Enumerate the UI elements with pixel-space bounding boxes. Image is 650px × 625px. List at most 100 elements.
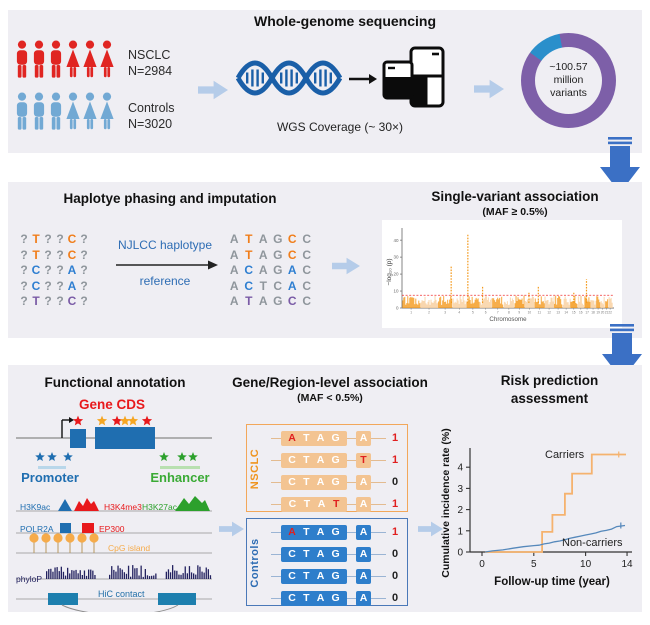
sequence-letter: G — [331, 476, 340, 488]
svg-text:3: 3 — [457, 484, 463, 495]
genotype-letter: C — [31, 278, 41, 293]
svg-text:phyloP: phyloP — [16, 574, 42, 584]
person-icon — [83, 92, 97, 130]
cohort-people-icons — [14, 40, 118, 137]
svg-text:2: 2 — [428, 311, 430, 315]
connector-line — [271, 553, 281, 555]
svg-text:0: 0 — [396, 306, 399, 311]
svg-text:4: 4 — [458, 311, 460, 315]
allele-box: A — [356, 524, 371, 540]
svg-text:H3K4me3: H3K4me3 — [104, 502, 142, 512]
nsclc-vertical-label: NSCLC — [249, 448, 261, 490]
svg-text:HiC contact: HiC contact — [98, 589, 145, 599]
connector-line — [371, 437, 386, 439]
svg-text:11: 11 — [538, 311, 542, 315]
svg-text:Carriers: Carriers — [545, 449, 585, 461]
haplotype-title: Haplotye phasing and imputation — [63, 191, 277, 206]
connector-line — [371, 481, 386, 483]
gene-region-title: Gene/Region-level association — [232, 375, 428, 390]
controls-n: N=3020 — [128, 117, 173, 131]
genotype-letter: A — [287, 263, 297, 277]
variants-donut-chart: ~100.57 million variants — [521, 33, 616, 128]
sequence-letter: C — [288, 454, 296, 466]
carrier-indicator: 0 — [391, 475, 399, 488]
svg-text:19: 19 — [596, 311, 600, 315]
svg-text:21: 21 — [605, 311, 609, 315]
svg-text:40: 40 — [393, 238, 399, 243]
cases-n: N=2984 — [128, 64, 173, 78]
svg-text:2: 2 — [457, 505, 463, 516]
svg-text:8: 8 — [508, 311, 510, 315]
sequence-letter: A — [316, 526, 325, 538]
genotype-letter: ? — [56, 294, 64, 308]
risk-title-line2: assessment — [510, 391, 589, 406]
connector-line — [347, 437, 356, 439]
genotype-letter: ? — [44, 278, 52, 293]
svg-text:Promoter: Promoter — [21, 470, 79, 485]
allele-box: A — [356, 496, 371, 512]
sequence-letter: A — [316, 570, 325, 582]
connector-line — [347, 597, 356, 599]
gene-model-diagram: Gene CDS Promoter Enhancer — [12, 392, 222, 491]
svg-text:0: 0 — [479, 559, 485, 570]
connector-line — [371, 531, 386, 533]
svg-text:Non-carriers: Non-carriers — [562, 537, 623, 549]
sequence-letter: A — [288, 432, 296, 444]
connector-line — [371, 553, 386, 555]
sequence-letter: G — [331, 454, 340, 466]
annotation-tracks-diagram: H3K9ac H3K4me3 H3K27ac POLR2A EP300 CpG … — [12, 486, 222, 617]
carrier-indicator: 0 — [391, 547, 399, 560]
sequence-letter: T — [303, 592, 310, 604]
genotype-letter: A — [229, 278, 239, 293]
sequence-letter: C — [288, 498, 297, 510]
svg-text:H3K27ac: H3K27ac — [142, 502, 178, 512]
genotype-letter: A — [258, 263, 268, 277]
carrier-indicator: 0 — [391, 591, 399, 604]
single-variant-title: Single-variant association — [431, 189, 599, 204]
genotype-letter: ? — [44, 232, 52, 246]
svg-text:10: 10 — [580, 559, 592, 570]
svg-text:EP300: EP300 — [99, 524, 125, 534]
genotype-letter: ? — [44, 263, 52, 277]
sequence-letter: C — [288, 570, 296, 582]
wgs-title: Whole-genome sequencing — [253, 13, 436, 29]
variants-donut-label: ~100.57 million variants — [535, 47, 602, 114]
svg-text:1: 1 — [457, 526, 463, 537]
genotype-letter: C — [67, 247, 77, 262]
connector-line — [271, 597, 281, 599]
genotype-letter: ? — [20, 263, 28, 277]
genotype-letter: A — [287, 278, 297, 293]
svg-text:22: 22 — [608, 311, 612, 315]
genotype-letter: ? — [44, 247, 52, 262]
genotype-letter: C — [273, 278, 283, 293]
genotype-letter: T — [245, 232, 253, 246]
genotype-letter: ? — [80, 263, 88, 277]
allele-box: A — [356, 568, 371, 584]
carrier-indicator: 1 — [391, 453, 399, 466]
connector-line — [271, 575, 281, 577]
svg-text:14: 14 — [564, 311, 568, 315]
sequence-letter: T — [332, 498, 340, 510]
reference-label-2: reference — [139, 274, 191, 288]
sequence-letter: T — [303, 476, 310, 488]
sequence-letter: A — [316, 454, 325, 466]
svg-text:4: 4 — [457, 463, 463, 474]
genotype-letter: A — [258, 294, 268, 308]
sequence-letter: C — [288, 548, 296, 560]
svg-text:−log₁₀ (p): −log₁₀ (p) — [386, 258, 393, 285]
genotype-letter: A — [258, 232, 268, 246]
svg-text:20: 20 — [601, 311, 605, 315]
gene-region-subtitle: (MAF < 0.5%) — [297, 392, 363, 404]
connector-line — [371, 459, 386, 461]
sequence-letter: C — [288, 476, 296, 488]
